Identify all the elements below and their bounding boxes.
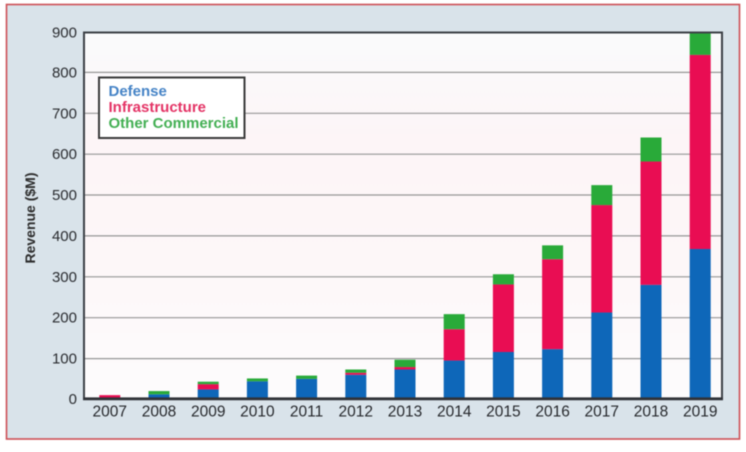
svg-text:2011: 2011 xyxy=(290,404,323,421)
svg-text:200: 200 xyxy=(52,310,77,327)
svg-text:2018: 2018 xyxy=(634,404,668,421)
svg-text:100: 100 xyxy=(52,351,77,368)
svg-text:800: 800 xyxy=(52,64,77,81)
svg-text:900: 900 xyxy=(52,25,77,42)
svg-text:2012: 2012 xyxy=(339,404,373,421)
svg-text:2015: 2015 xyxy=(486,404,520,421)
svg-text:Revenue ($M): Revenue ($M) xyxy=(22,172,38,263)
svg-text:2019: 2019 xyxy=(683,404,717,421)
svg-text:Other Commercial: Other Commercial xyxy=(109,115,239,132)
svg-text:Defense: Defense xyxy=(109,83,167,100)
svg-text:600: 600 xyxy=(52,146,77,163)
svg-text:2016: 2016 xyxy=(535,404,569,421)
svg-text:2009: 2009 xyxy=(191,404,225,421)
svg-text:500: 500 xyxy=(52,187,77,204)
svg-text:2007: 2007 xyxy=(93,404,127,421)
svg-text:Infrastructure: Infrastructure xyxy=(109,99,207,116)
svg-text:0: 0 xyxy=(69,391,77,408)
svg-text:2014: 2014 xyxy=(437,404,472,421)
svg-text:300: 300 xyxy=(52,269,77,286)
svg-text:2017: 2017 xyxy=(585,404,619,421)
svg-text:2010: 2010 xyxy=(240,404,275,421)
svg-text:700: 700 xyxy=(52,105,77,122)
svg-text:2013: 2013 xyxy=(388,404,422,421)
svg-text:400: 400 xyxy=(52,228,77,245)
svg-text:2008: 2008 xyxy=(142,404,176,421)
